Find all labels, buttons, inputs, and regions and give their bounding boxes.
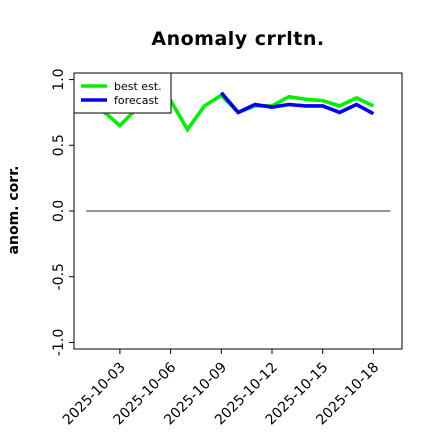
legend-label: forecast: [114, 94, 159, 107]
y-tick-label: 1.0: [51, 68, 67, 90]
y-axis-label: anom. corr.: [6, 166, 22, 255]
y-tick-label: 0.0: [51, 200, 67, 222]
y-tick-label: -1.0: [51, 329, 67, 356]
chart-title: Anomaly crrltn.: [151, 28, 324, 50]
legend-label: best est.: [114, 80, 162, 93]
legend-box: [73, 72, 172, 114]
y-tick-label: 0.5: [51, 134, 67, 156]
plot-area: -1.0-0.50.00.51.02025-10-032025-10-06202…: [51, 68, 403, 428]
series-line-forecast: [219, 91, 375, 116]
y-tick-label: -0.5: [51, 263, 67, 290]
